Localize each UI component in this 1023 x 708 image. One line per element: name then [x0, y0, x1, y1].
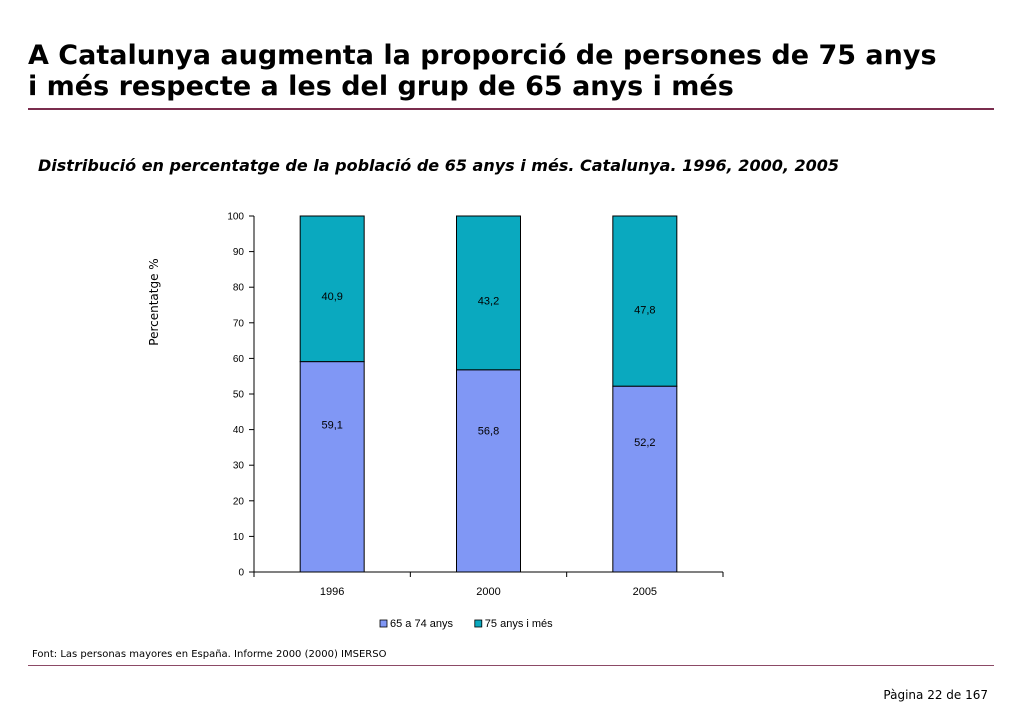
chart-title: Distribució en percentatge de la poblaci…: [38, 156, 840, 175]
data-label: 56,8: [478, 425, 499, 437]
page-number: Pàgina 22 de 167: [883, 688, 988, 702]
y-tick-label: 60: [233, 354, 245, 365]
legend-entry: 75 anys i més: [485, 618, 553, 630]
y-tick-label: 100: [227, 212, 244, 223]
bar-segment: [456, 215, 521, 371]
y-axis-label: Percentatge %: [147, 258, 161, 345]
data-label: 43,2: [478, 296, 499, 308]
source-note: Font: Las personas mayores en España. In…: [32, 649, 387, 660]
y-tick-label: 30: [233, 461, 245, 472]
data-label: 47,8: [634, 305, 655, 317]
y-tick-label: 70: [233, 318, 245, 329]
footer-divider: [28, 665, 994, 666]
y-tick-label: 40: [233, 425, 245, 436]
y-tick-label: 90: [233, 247, 245, 258]
legend-swatch: [474, 619, 483, 628]
x-tick-label: 2000: [476, 586, 500, 598]
bar-segment: [612, 215, 678, 387]
data-label: 52,2: [634, 437, 655, 449]
bar-segment: [299, 215, 365, 363]
y-tick-label: 50: [233, 390, 245, 401]
data-label: 40,9: [321, 291, 342, 303]
data-label: 59,1: [321, 420, 342, 432]
legend-entry: 65 a 74 anys: [390, 618, 453, 630]
bar-segment: [299, 361, 365, 573]
y-tick-label: 20: [233, 496, 245, 507]
x-tick-label: 2005: [633, 586, 657, 598]
x-tick-label: 1996: [320, 586, 344, 598]
slide-title-line-2: i més respecte a les del grup de 65 anys…: [28, 71, 734, 102]
slide-title-line-1: A Catalunya augmenta la proporció de per…: [28, 40, 937, 71]
bar-segment: [456, 369, 521, 573]
y-tick-label: 80: [233, 283, 245, 294]
bar-segment: [612, 385, 678, 573]
slide-title: A Catalunya augmenta la proporció de per…: [28, 40, 1008, 102]
title-divider: [28, 108, 994, 110]
y-tick-label: 10: [233, 532, 245, 543]
y-tick-label: 0: [238, 568, 244, 579]
legend-swatch: [379, 619, 388, 628]
